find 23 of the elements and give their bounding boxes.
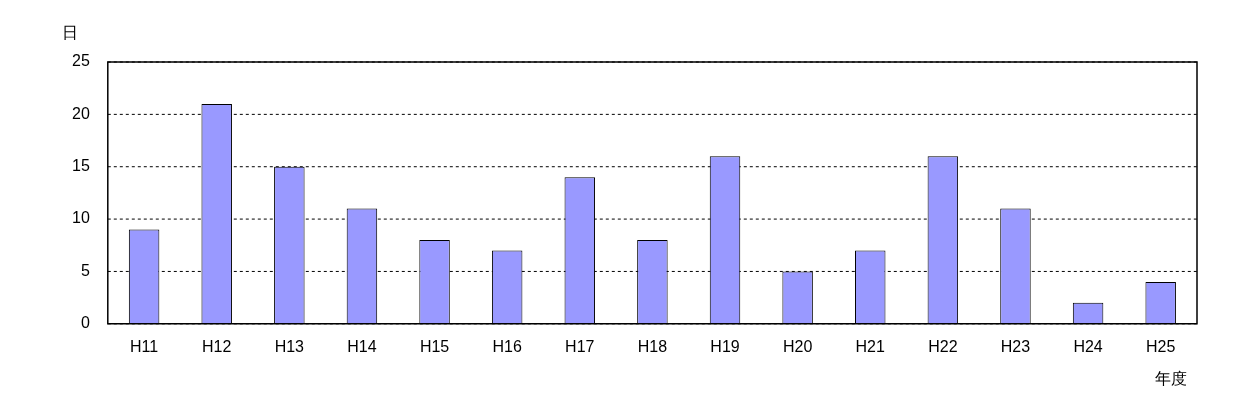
x-tick-label: H25 [1146,337,1176,355]
x-axis-title: 年度 [1155,370,1187,388]
x-tick-label: H20 [782,337,813,355]
x-tick-label: H18 [637,337,668,355]
y-tick-label: 0 [80,314,90,332]
x-tick-label: H23 [1000,337,1031,355]
x-tick-label: H24 [1073,337,1103,355]
x-tick-label: H21 [855,337,886,355]
x-tick-label: H11 [130,337,159,355]
x-tick-label: H12 [202,337,232,355]
x-tick-label: H15 [419,337,450,355]
y-tick-label: 25 [72,52,90,70]
x-tick-label: H14 [347,337,377,355]
x-tick-label: H13 [274,337,305,355]
y-tick-label: 5 [80,261,90,279]
y-axis-title: 日 [62,24,78,42]
y-tick-label: 10 [72,209,90,227]
y-tick-label: 15 [72,157,90,175]
x-tick-label: H16 [492,337,522,355]
x-tick-label: H22 [928,337,958,355]
x-tick-label: H17 [565,337,595,355]
x-tick-label: H19 [710,337,740,355]
y-tick-label: 20 [72,104,90,122]
